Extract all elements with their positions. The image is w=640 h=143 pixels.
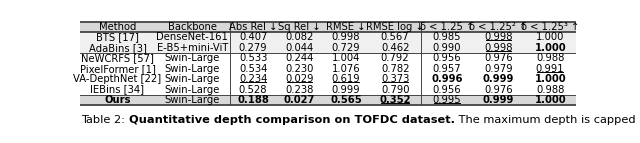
Text: IEBins [34]: IEBins [34]: [90, 85, 145, 95]
Text: AdaBins [3]: AdaBins [3]: [88, 43, 147, 53]
Text: 0.988: 0.988: [536, 85, 564, 95]
Text: Ours: Ours: [104, 95, 131, 105]
Text: 0.234: 0.234: [239, 74, 268, 84]
Text: 0.999: 0.999: [483, 95, 514, 105]
Text: Backbone: Backbone: [168, 22, 217, 32]
Bar: [80, 32, 576, 42]
Text: 0.407: 0.407: [239, 32, 268, 42]
Text: 0.976: 0.976: [484, 85, 513, 95]
Text: 0.533: 0.533: [239, 53, 268, 63]
Text: δ < 1.25³ ↑: δ < 1.25³ ↑: [521, 22, 579, 32]
Text: 0.082: 0.082: [285, 32, 314, 42]
Text: 0.976: 0.976: [484, 53, 513, 63]
Bar: [80, 42, 576, 53]
Text: 1.000: 1.000: [534, 74, 566, 84]
Text: 0.279: 0.279: [239, 43, 268, 53]
Text: 0.044: 0.044: [285, 43, 314, 53]
Text: Method: Method: [99, 22, 136, 32]
Text: VA-DepthNet [22]: VA-DepthNet [22]: [74, 74, 161, 84]
Text: 0.998: 0.998: [484, 43, 513, 53]
Text: Swin-Large: Swin-Large: [164, 85, 220, 95]
Bar: [80, 95, 576, 105]
Text: Swin-Large: Swin-Large: [164, 95, 220, 105]
Text: 0.238: 0.238: [285, 85, 314, 95]
Text: 1.000: 1.000: [534, 95, 566, 105]
Text: E-B5+mini-ViT: E-B5+mini-ViT: [157, 43, 228, 53]
Text: Swin-Large: Swin-Large: [164, 53, 220, 63]
Text: 0.998: 0.998: [332, 32, 360, 42]
Text: 0.565: 0.565: [330, 95, 362, 105]
Text: RMSE log ↓: RMSE log ↓: [366, 22, 424, 32]
Text: 0.985: 0.985: [433, 32, 461, 42]
Text: 0.999: 0.999: [332, 85, 360, 95]
Text: 0.027: 0.027: [284, 95, 316, 105]
Text: Table 2:: Table 2:: [81, 115, 129, 125]
Text: 0.979: 0.979: [484, 64, 513, 74]
Text: 0.029: 0.029: [285, 74, 314, 84]
Text: 0.373: 0.373: [381, 74, 410, 84]
Text: 0.619: 0.619: [332, 74, 360, 84]
Bar: [80, 63, 576, 74]
Text: 0.244: 0.244: [285, 53, 314, 63]
Text: The maximum depth is capped at 5: The maximum depth is capped at 5: [454, 115, 640, 125]
Text: 0.188: 0.188: [237, 95, 269, 105]
Text: 1.004: 1.004: [332, 53, 360, 63]
Text: RMSE ↓: RMSE ↓: [326, 22, 366, 32]
Text: 0.956: 0.956: [433, 85, 461, 95]
Text: 0.999: 0.999: [483, 74, 514, 84]
Text: 0.528: 0.528: [239, 85, 268, 95]
Bar: [80, 74, 576, 84]
Text: Quantitative depth comparison on TOFDC dataset.: Quantitative depth comparison on TOFDC d…: [129, 115, 454, 125]
Text: 0.995: 0.995: [433, 95, 461, 105]
Bar: [80, 84, 576, 95]
Text: BTS [17]: BTS [17]: [96, 32, 139, 42]
Text: 0.567: 0.567: [381, 32, 410, 42]
Text: 0.792: 0.792: [381, 53, 410, 63]
Text: 0.729: 0.729: [332, 43, 360, 53]
Text: NeWCRFS [57]: NeWCRFS [57]: [81, 53, 154, 63]
Text: 1.000: 1.000: [534, 43, 566, 53]
Text: DenseNet-161: DenseNet-161: [156, 32, 228, 42]
Text: 0.996: 0.996: [431, 74, 463, 84]
Text: δ < 1.25 ↑: δ < 1.25 ↑: [420, 22, 474, 32]
Text: Abs Rel ↓: Abs Rel ↓: [229, 22, 277, 32]
Text: 0.998: 0.998: [484, 32, 513, 42]
Bar: [80, 53, 576, 63]
Text: 0.230: 0.230: [285, 64, 314, 74]
Text: 0.790: 0.790: [381, 85, 410, 95]
Text: 0.991: 0.991: [536, 64, 564, 74]
Text: 0.534: 0.534: [239, 64, 268, 74]
Text: Swin-Large: Swin-Large: [164, 64, 220, 74]
Text: 0.352: 0.352: [380, 95, 411, 105]
Text: δ < 1.25² ↑: δ < 1.25² ↑: [469, 22, 528, 32]
Text: PixelFormer [1]: PixelFormer [1]: [79, 64, 156, 74]
Bar: [80, 22, 576, 32]
Text: 0.462: 0.462: [381, 43, 410, 53]
Text: 0.782: 0.782: [381, 64, 410, 74]
Text: Swin-Large: Swin-Large: [164, 74, 220, 84]
Text: Sq Rel ↓: Sq Rel ↓: [278, 22, 321, 32]
Text: 0.990: 0.990: [433, 43, 461, 53]
Text: 0.988: 0.988: [536, 53, 564, 63]
Text: 0.956: 0.956: [433, 53, 461, 63]
Text: 1.076: 1.076: [332, 64, 360, 74]
Text: 1.000: 1.000: [536, 32, 564, 42]
Text: 0.957: 0.957: [433, 64, 461, 74]
